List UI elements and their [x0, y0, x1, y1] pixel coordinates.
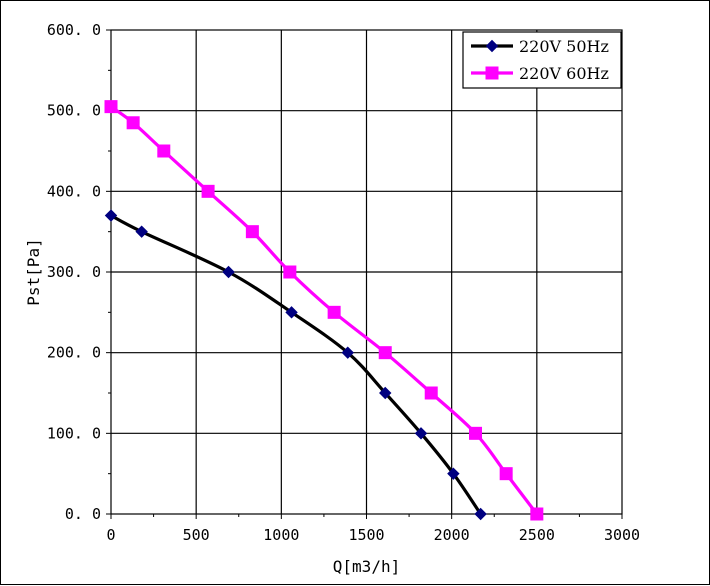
data-point [104, 100, 118, 114]
legend-item: 220V 60Hz [471, 64, 609, 83]
x-tick-label: 2500 [519, 526, 555, 544]
x-tick-label: 3000 [604, 526, 640, 544]
x-tick-label: 1500 [348, 526, 384, 544]
legend-item: 220V 50Hz [471, 37, 609, 56]
data-point [447, 467, 460, 480]
grid-layer [110, 29, 623, 515]
legend-label: 220V 60Hz [519, 64, 609, 83]
data-point [414, 427, 428, 440]
series-line [109, 105, 539, 516]
data-point [157, 144, 171, 158]
x-tick-label: 500 [183, 526, 210, 544]
x-tick-label: 2000 [434, 526, 470, 544]
data-point [379, 386, 392, 400]
data-point [469, 426, 483, 440]
y-tick-label: 400. 0 [47, 182, 101, 200]
data-point [499, 467, 513, 481]
data-point [474, 507, 487, 521]
data-point [245, 225, 259, 239]
series-line [109, 213, 483, 516]
legend-label: 220V 50Hz [519, 37, 609, 56]
data-point [283, 265, 297, 279]
y-tick-label: 500. 0 [47, 102, 101, 120]
x-axis-title: Q[m3/h] [333, 557, 400, 576]
legend: 220V 50Hz 220V 60Hz [462, 31, 622, 89]
y-axis-title: Pst[Pa] [24, 238, 43, 305]
data-point [126, 116, 140, 130]
x-tick-label: 1000 [263, 526, 299, 544]
series-1 [104, 209, 487, 521]
y-tick-label: 0. 0 [65, 505, 101, 523]
y-tick-label: 300. 0 [47, 263, 101, 281]
data-point [341, 346, 354, 359]
data-point [424, 386, 438, 400]
series-layer [104, 100, 544, 521]
legend-swatch-marker [485, 66, 499, 80]
data-point [135, 225, 148, 238]
data-point [104, 209, 118, 222]
legend-swatch-marker [485, 39, 499, 53]
y-tick-label: 200. 0 [47, 344, 101, 362]
data-point [378, 346, 392, 360]
y-tick-label: 600. 0 [47, 21, 101, 39]
data-point [327, 305, 341, 319]
data-point [201, 184, 215, 198]
data-point [285, 306, 298, 319]
y-tick-label: 100. 0 [47, 424, 101, 442]
data-point [530, 507, 544, 521]
axis-layer: 0 500 1000 1500 2000 2500 3000 0. 0 100. 0 200. 0… [47, 21, 640, 544]
series-2 [104, 100, 544, 521]
x-tick-label: 0 [106, 526, 115, 544]
data-point [222, 265, 235, 279]
